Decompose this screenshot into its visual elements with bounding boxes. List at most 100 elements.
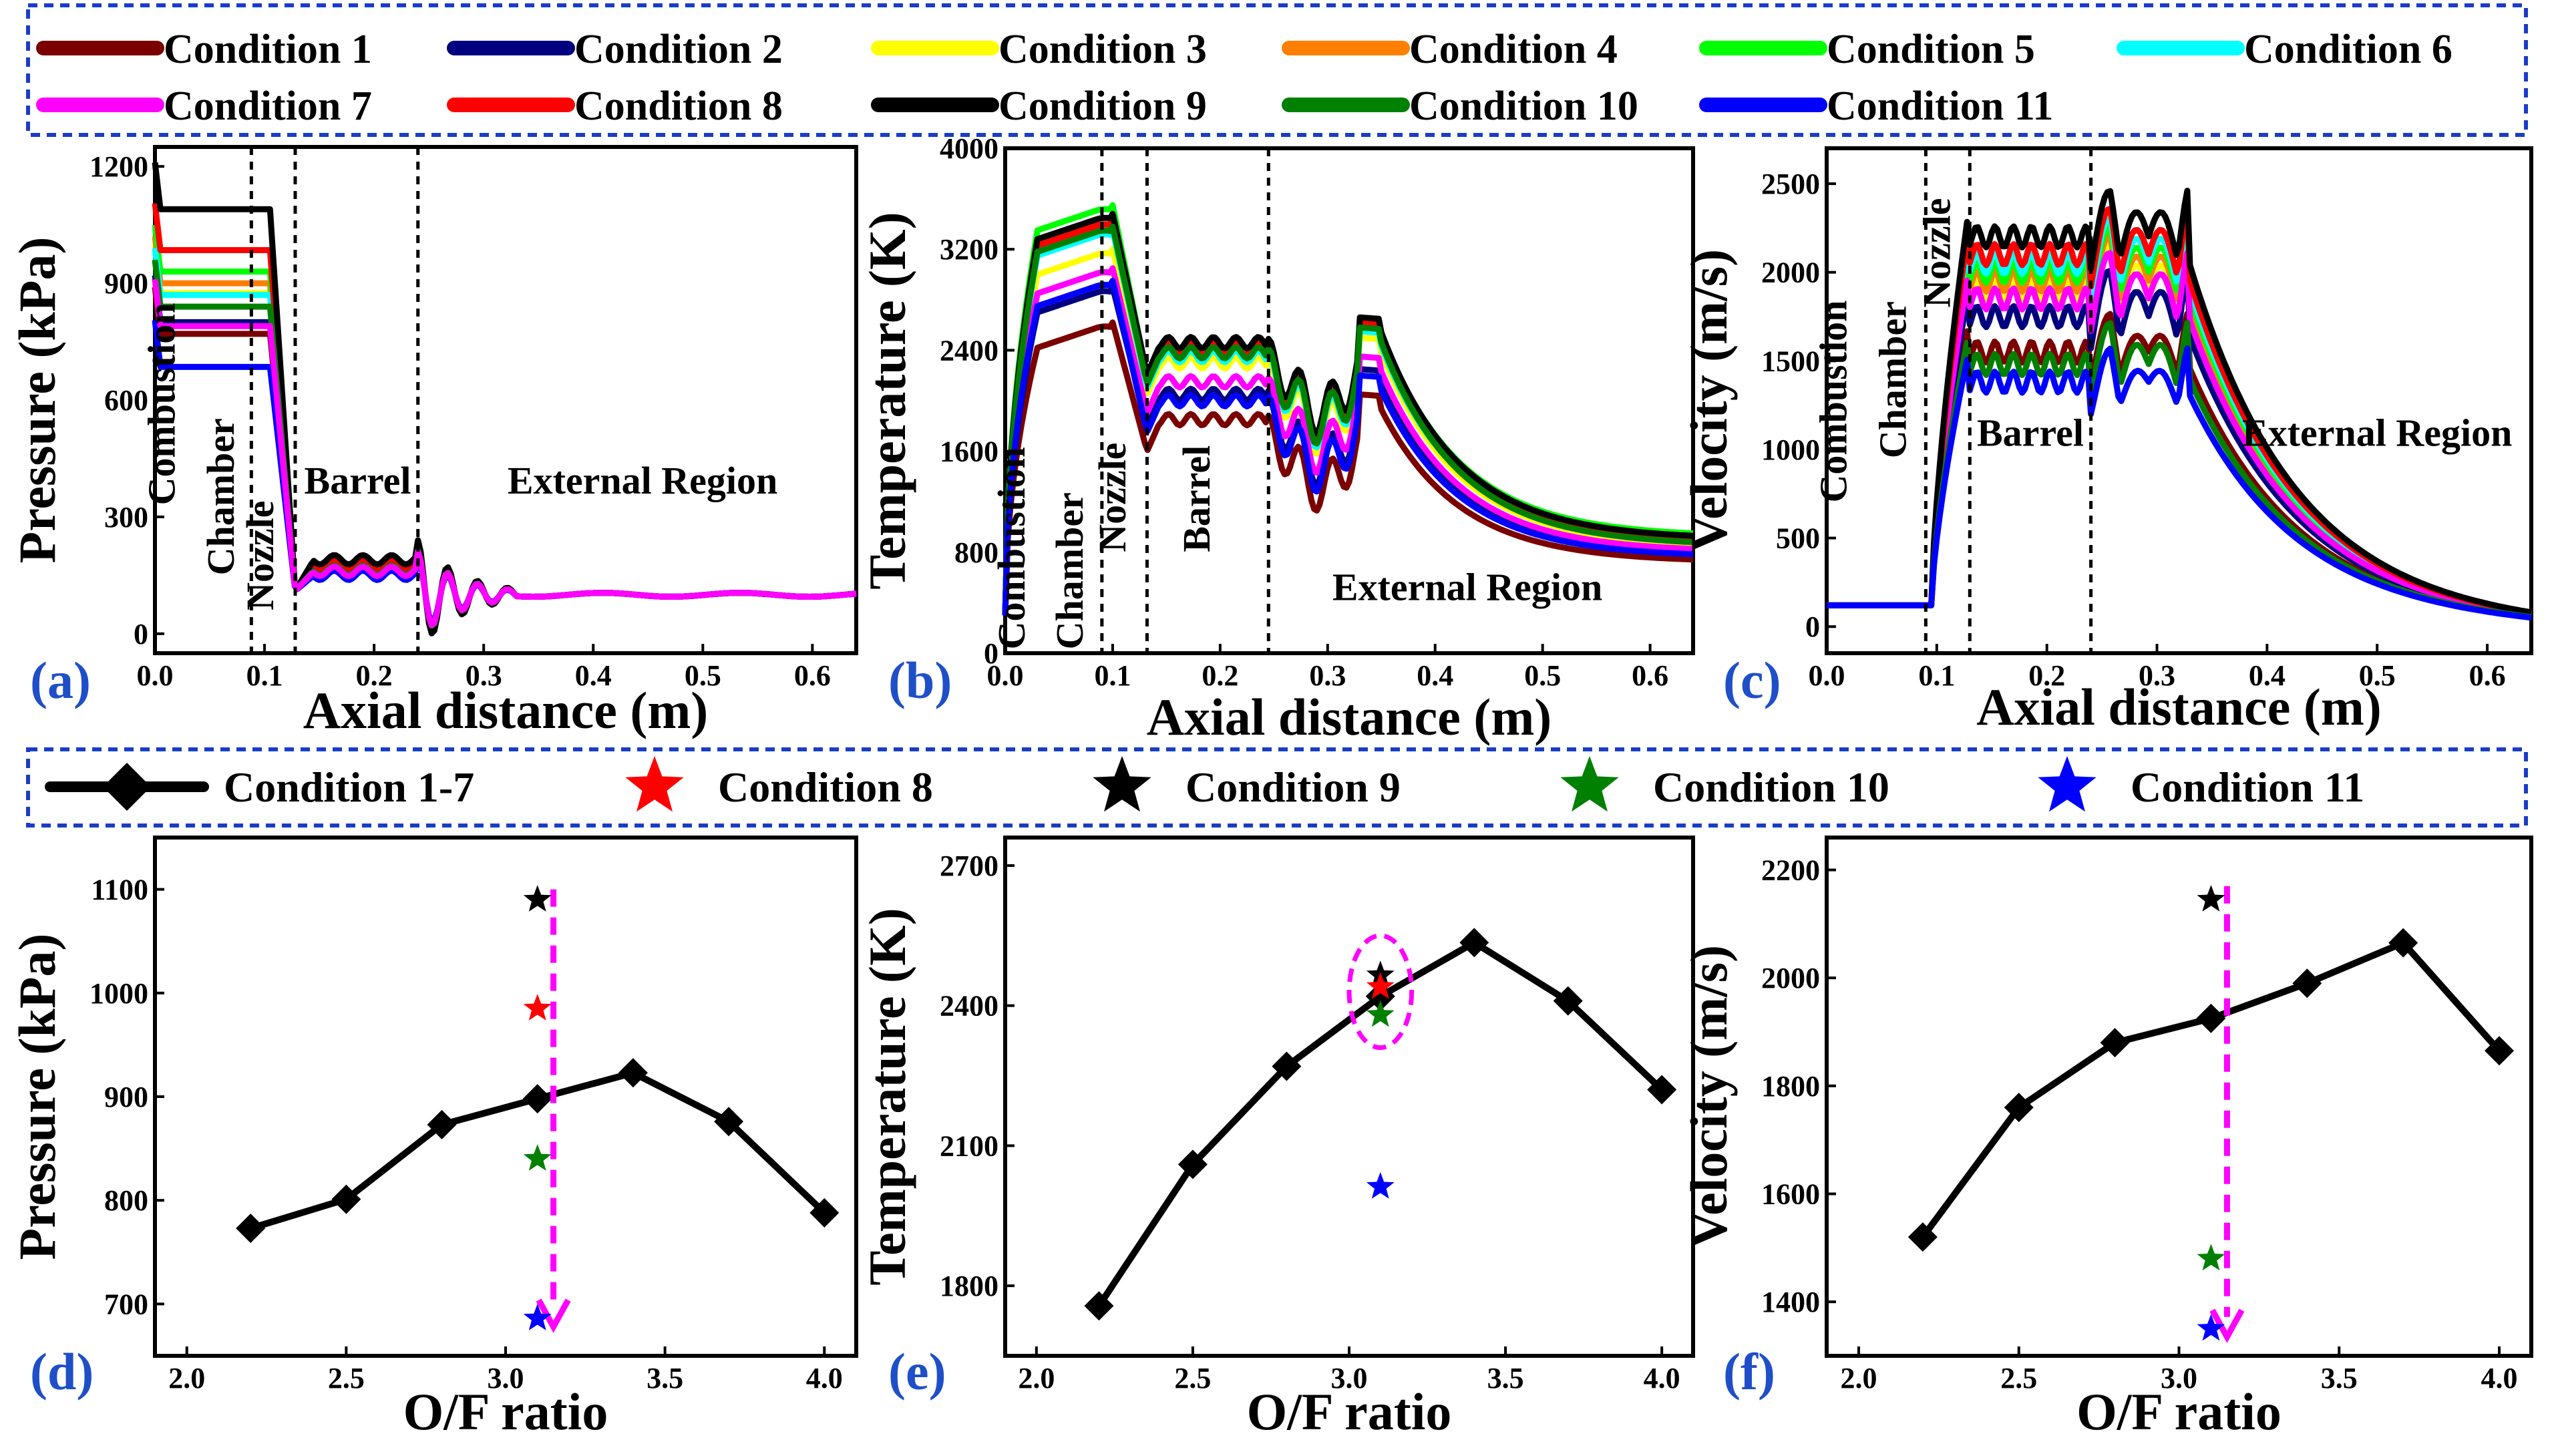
y-axis-label: Velocity (m/s) (1680, 945, 1738, 1248)
star-marker (1366, 1171, 1395, 1199)
legend-label: Condition 10 (1409, 83, 1638, 129)
panel-label: (b) (888, 651, 952, 709)
series-line (1002, 319, 1694, 616)
panel-e: 2.0 2.5 3.0 3.5 4.0 1800 2100 2400 2700 O/F ratio… (858, 836, 1695, 1441)
y-tick-label: 2500 (1761, 168, 1820, 200)
y-tick-label: 2400 (940, 334, 998, 367)
y-tick-label: 3200 (940, 233, 998, 266)
x-tick-label: 3.0 (488, 1362, 524, 1395)
y-tick-label: 4000 (940, 132, 998, 165)
region-label: Combustion (1812, 301, 1855, 503)
x-tick-label: 0.2 (1202, 659, 1238, 692)
data-point-diamond (2485, 1036, 2515, 1066)
x-tick-label: 2.0 (168, 1362, 205, 1395)
legend-star-marker (1093, 756, 1151, 812)
x-tick-label: 0.5 (2359, 659, 2396, 692)
x-tick-label: 2.0 (1840, 1362, 1877, 1395)
x-tick-label: 0.6 (794, 659, 831, 692)
legend-star-marker (1560, 756, 1619, 812)
region-label: External Region (1332, 566, 1602, 609)
x-tick-label: 0.1 (1918, 659, 1955, 692)
x-tick-label: 0.0 (1809, 659, 1845, 692)
plot-frame (1003, 836, 1695, 1358)
star-marker (2197, 1314, 2225, 1341)
data-point-diamond (331, 1184, 361, 1214)
region-label: Barrel (1977, 411, 2084, 455)
y-tick-label: 1800 (940, 1270, 998, 1302)
y-tick-label: 700 (104, 1288, 148, 1320)
legend-label: Condition 11 (2131, 763, 2364, 811)
y-tick-label: 1600 (940, 435, 998, 468)
star-marker (2197, 885, 2225, 912)
data-point-diamond (2292, 968, 2322, 998)
y-tick-label: 0 (1805, 610, 1820, 643)
data-point-diamond (1084, 1291, 1114, 1321)
panel-label: (a) (30, 651, 91, 709)
legend-label: Condition 4 (1409, 27, 1618, 72)
x-tick-label: 0.4 (1417, 659, 1453, 692)
x-tick-label: 4.0 (1644, 1362, 1680, 1395)
data-point-diamond (2100, 1028, 2130, 1058)
legend-label: Condition 3 (998, 27, 1207, 72)
y-tick-label: 1500 (1761, 345, 1820, 377)
y-tick-label: 1100 (91, 874, 148, 906)
y-axis-label: Pressure (kPa) (8, 934, 66, 1260)
y-tick-label: 2000 (1761, 962, 1820, 994)
legend-star-marker (625, 756, 684, 812)
legend-star-marker (2038, 756, 2096, 812)
region-label: External Region (508, 459, 777, 502)
x-tick-label: 0.3 (2139, 659, 2175, 692)
x-tick-label: 0.1 (246, 659, 283, 692)
region-label: Barrel (1175, 445, 1218, 552)
x-axis-label: O/F ratio (403, 1383, 608, 1441)
panel-a: 0.0 0.1 0.2 0.3 0.4 0.5 0.6 0 300 600 900 1200 Axial… (8, 145, 858, 739)
y-tick-label: 1000 (1761, 433, 1820, 466)
y-tick-label: 500 (1776, 522, 1820, 555)
x-tick-label: 3.5 (2321, 1362, 2358, 1395)
x-tick-label: 0.0 (987, 659, 1024, 692)
legend-label: Condition 1-7 (224, 763, 474, 811)
x-tick-label: 0.5 (685, 659, 721, 692)
panel-label: (d) (30, 1342, 94, 1401)
region-label: Chamber (199, 418, 242, 575)
data-point-diamond (714, 1107, 744, 1137)
y-tick-label: 1000 (89, 977, 148, 1010)
y-tick-label: 0 (984, 637, 998, 670)
y-tick-label: 2200 (1761, 854, 1820, 887)
legend-label: Condition 9 (1185, 763, 1401, 811)
legend-label: Condition 9 (998, 83, 1207, 129)
x-axis-label: O/F ratio (2076, 1383, 2282, 1441)
region-label: Chamber (1048, 492, 1091, 649)
x-tick-label: 0.3 (1309, 659, 1346, 692)
x-tick-label: 3.5 (1487, 1362, 1524, 1395)
data-point-diamond (1459, 928, 1489, 958)
data-point-diamond (1647, 1075, 1677, 1105)
y-tick-label: 2400 (940, 990, 998, 1023)
y-axis-label: Temperature (K) (858, 908, 916, 1285)
region-label: Nozzle (1091, 443, 1134, 552)
data-point-diamond (618, 1058, 648, 1088)
legend-label: Condition 6 (2244, 27, 2452, 72)
x-axis-label: O/F ratio (1247, 1383, 1452, 1441)
y-tick-label: 800 (954, 536, 998, 569)
y-tick-label: 1400 (1761, 1286, 1820, 1318)
data-point-diamond (1553, 986, 1583, 1016)
x-tick-label: 3.5 (647, 1362, 683, 1395)
x-tick-label: 0.4 (2249, 659, 2286, 692)
x-tick-label: 4.0 (2481, 1362, 2518, 1395)
legend-label: Condition 8 (574, 83, 783, 129)
y-tick-label: 2100 (940, 1129, 998, 1162)
panel-label: (f) (1723, 1342, 1775, 1401)
y-tick-label: 0 (134, 618, 148, 651)
legend-diamond-marker (103, 763, 151, 811)
region-label: Combustion (990, 447, 1033, 649)
panel-label: (e) (888, 1342, 946, 1401)
star-marker (523, 1144, 552, 1171)
x-tick-label: 0.4 (575, 659, 612, 692)
star-marker (523, 885, 552, 912)
x-tick-label: 0.2 (356, 659, 393, 692)
data-point-diamond (236, 1214, 266, 1244)
y-tick-label: 2700 (940, 850, 998, 882)
legend-label: Condition 8 (718, 763, 933, 811)
